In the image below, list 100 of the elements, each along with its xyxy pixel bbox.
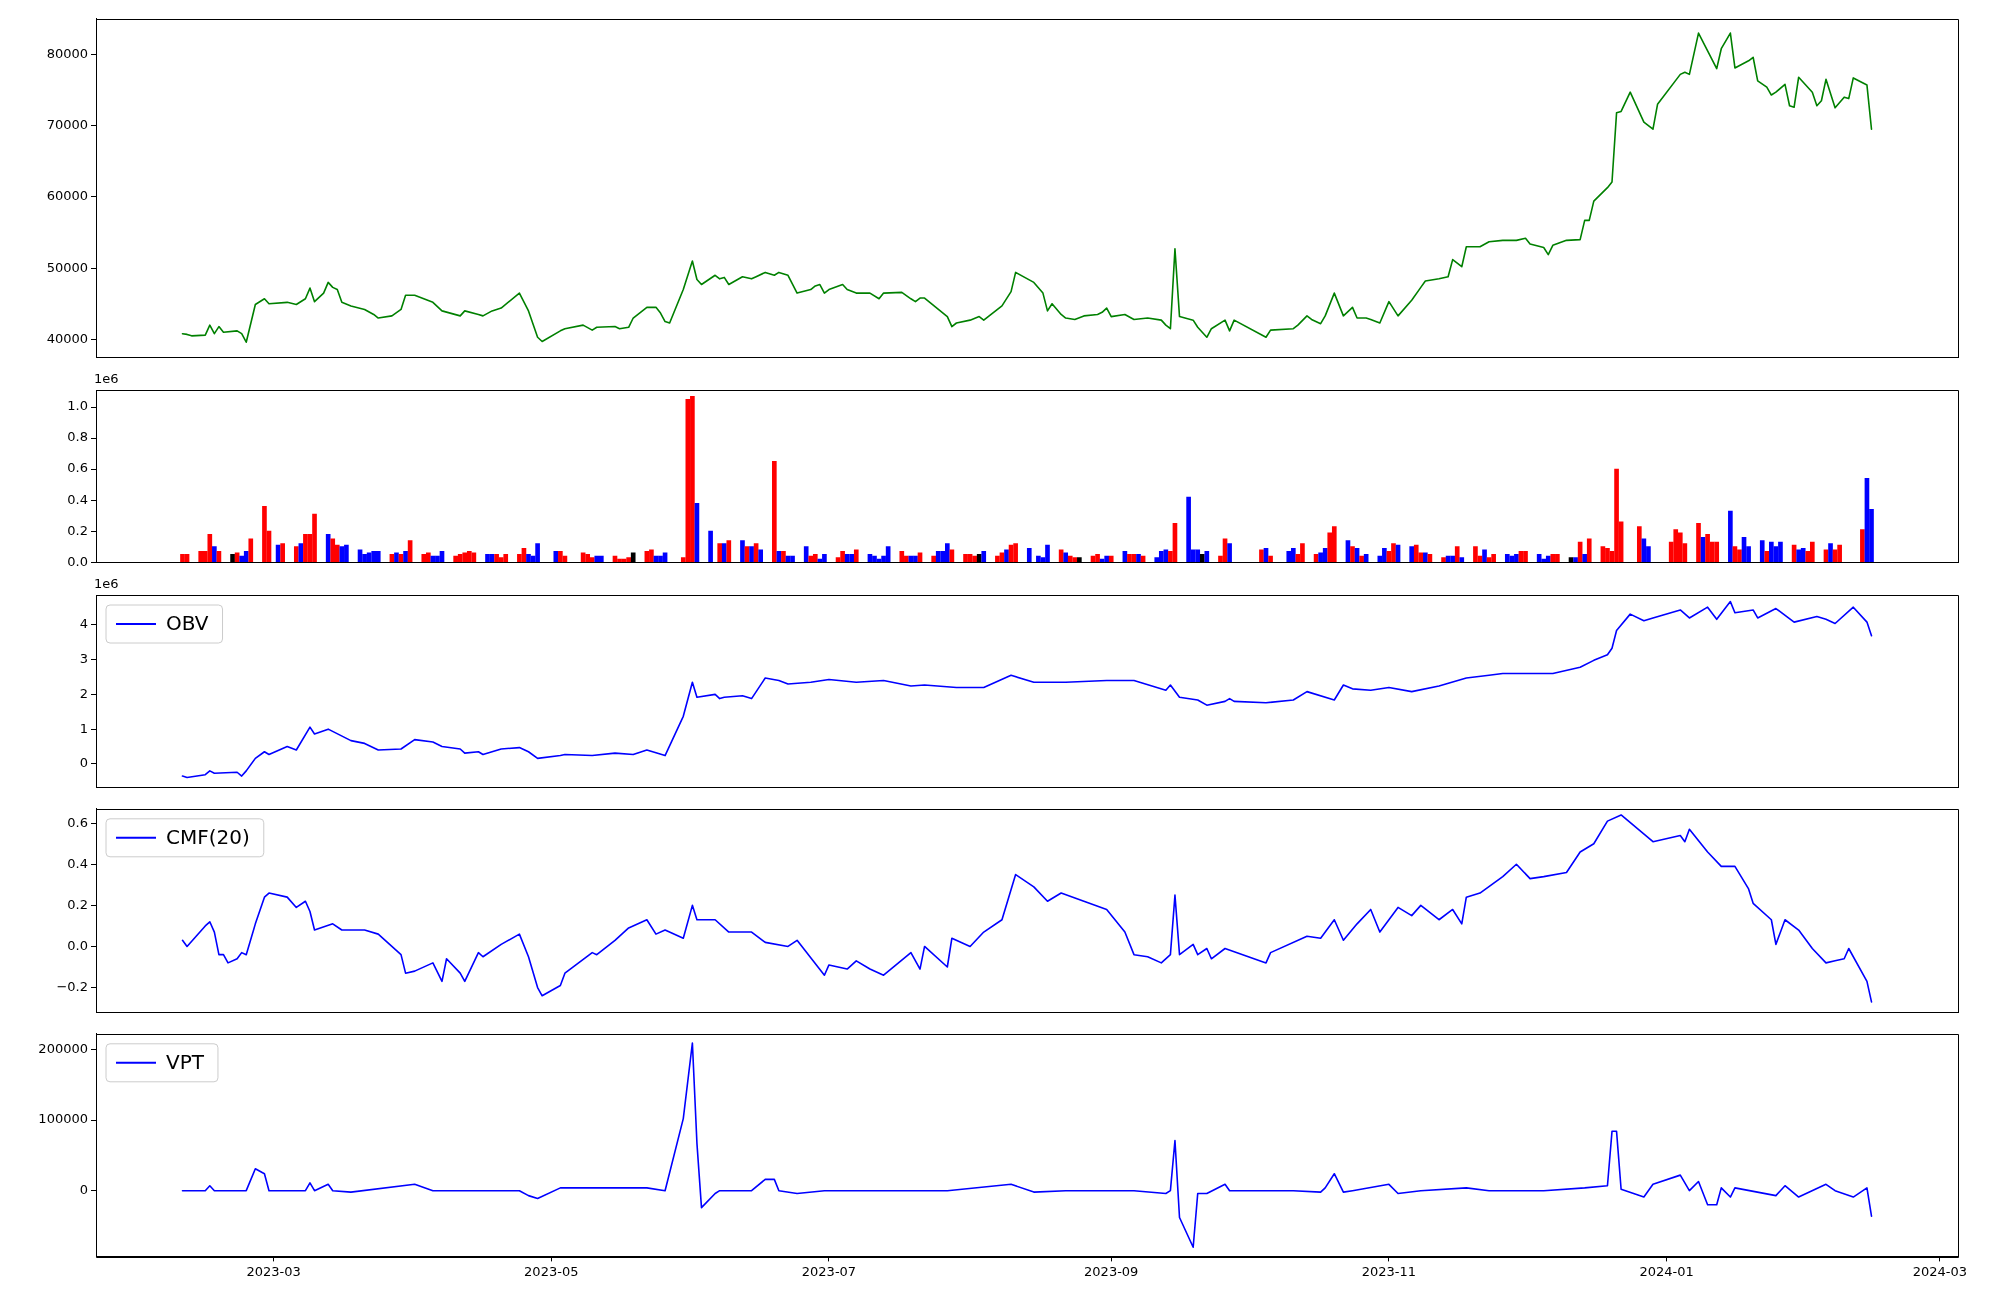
bar bbox=[913, 555, 918, 563]
bar bbox=[1454, 546, 1460, 563]
bar bbox=[726, 540, 732, 563]
bar bbox=[1318, 552, 1323, 563]
bar bbox=[503, 554, 509, 563]
bar bbox=[498, 557, 504, 563]
bar bbox=[649, 549, 654, 563]
bar bbox=[1286, 551, 1292, 563]
bar bbox=[1095, 554, 1100, 563]
bar bbox=[1696, 523, 1701, 563]
bar bbox=[212, 546, 217, 563]
bar bbox=[1705, 533, 1710, 563]
bar bbox=[740, 540, 745, 563]
bar bbox=[1450, 555, 1455, 563]
bar bbox=[435, 555, 440, 563]
bar bbox=[403, 551, 408, 563]
bar bbox=[494, 554, 499, 563]
legend-label: VPT bbox=[166, 1050, 205, 1074]
bar bbox=[394, 552, 399, 563]
bar bbox=[758, 549, 764, 563]
bar bbox=[1227, 543, 1232, 563]
bar bbox=[1778, 541, 1783, 563]
bar bbox=[658, 555, 663, 563]
bar bbox=[1409, 546, 1415, 563]
bar bbox=[1186, 496, 1191, 563]
bar bbox=[303, 533, 308, 563]
bar bbox=[1127, 554, 1132, 563]
bar bbox=[1441, 557, 1446, 563]
bar bbox=[1290, 547, 1296, 563]
bar bbox=[1605, 547, 1610, 563]
bar bbox=[1108, 555, 1114, 563]
bar bbox=[1195, 549, 1201, 563]
bar bbox=[1359, 555, 1364, 563]
bar bbox=[1391, 543, 1396, 563]
y-tick-label: 0.2 bbox=[67, 896, 88, 912]
bar bbox=[330, 538, 336, 563]
bar bbox=[872, 555, 877, 563]
x-tick-label: 2023-05 bbox=[524, 1263, 579, 1279]
bar bbox=[485, 554, 490, 563]
bar bbox=[1582, 554, 1588, 563]
bar bbox=[1259, 549, 1264, 563]
bar bbox=[1063, 552, 1069, 563]
legend-label: OBV bbox=[166, 611, 209, 636]
bar bbox=[1636, 526, 1642, 563]
bar bbox=[1473, 546, 1478, 563]
bar bbox=[899, 551, 905, 563]
x-tick-label: 2023-09 bbox=[1084, 1263, 1139, 1279]
bar bbox=[1860, 529, 1865, 563]
bar bbox=[1541, 558, 1547, 563]
y-tick-label: 80000 bbox=[46, 45, 88, 61]
bar bbox=[589, 557, 595, 563]
bar bbox=[421, 554, 427, 563]
bar bbox=[198, 551, 204, 563]
bar bbox=[594, 555, 600, 563]
bar bbox=[972, 555, 977, 563]
bar bbox=[772, 461, 777, 563]
bar bbox=[1550, 554, 1556, 563]
legend-label: CMF(20) bbox=[166, 825, 250, 849]
bar bbox=[1158, 551, 1164, 563]
text: 1e6 bbox=[94, 370, 119, 386]
bar bbox=[1586, 538, 1592, 563]
y-tick-label: 60000 bbox=[46, 188, 88, 204]
bar bbox=[717, 543, 723, 563]
bar bbox=[453, 555, 458, 563]
bar bbox=[849, 554, 855, 563]
bar bbox=[371, 551, 377, 563]
bar bbox=[803, 546, 809, 563]
y-tick-label: 0 bbox=[79, 1182, 88, 1198]
bar bbox=[1104, 555, 1109, 563]
bar bbox=[626, 557, 631, 563]
y-tick-label: 40000 bbox=[46, 330, 88, 346]
bar bbox=[248, 538, 254, 563]
bar bbox=[1026, 547, 1032, 563]
bar bbox=[690, 395, 695, 563]
bar bbox=[1759, 540, 1765, 563]
bar bbox=[1614, 468, 1619, 563]
y-tick-label: 70000 bbox=[46, 117, 88, 133]
bar bbox=[1728, 510, 1733, 563]
y-tick-label: 0.2 bbox=[67, 522, 88, 538]
bar bbox=[1013, 543, 1018, 563]
bar bbox=[462, 552, 468, 563]
bar bbox=[535, 543, 540, 563]
bar bbox=[1004, 549, 1009, 563]
bar bbox=[280, 543, 285, 563]
bar bbox=[1837, 544, 1842, 563]
bar bbox=[853, 549, 859, 563]
bar bbox=[1523, 551, 1528, 563]
y-tick-label: 200000 bbox=[38, 1040, 88, 1056]
bar bbox=[812, 554, 818, 563]
bar bbox=[931, 555, 936, 563]
bar bbox=[1491, 554, 1496, 563]
bar bbox=[749, 546, 754, 563]
text: 1e6 bbox=[94, 575, 119, 591]
bar bbox=[312, 513, 317, 563]
bar bbox=[344, 544, 349, 563]
bar bbox=[1769, 541, 1774, 563]
bar bbox=[822, 554, 827, 563]
bar bbox=[375, 551, 381, 563]
bar bbox=[781, 551, 786, 563]
y-tick-label: 2 bbox=[79, 685, 88, 701]
